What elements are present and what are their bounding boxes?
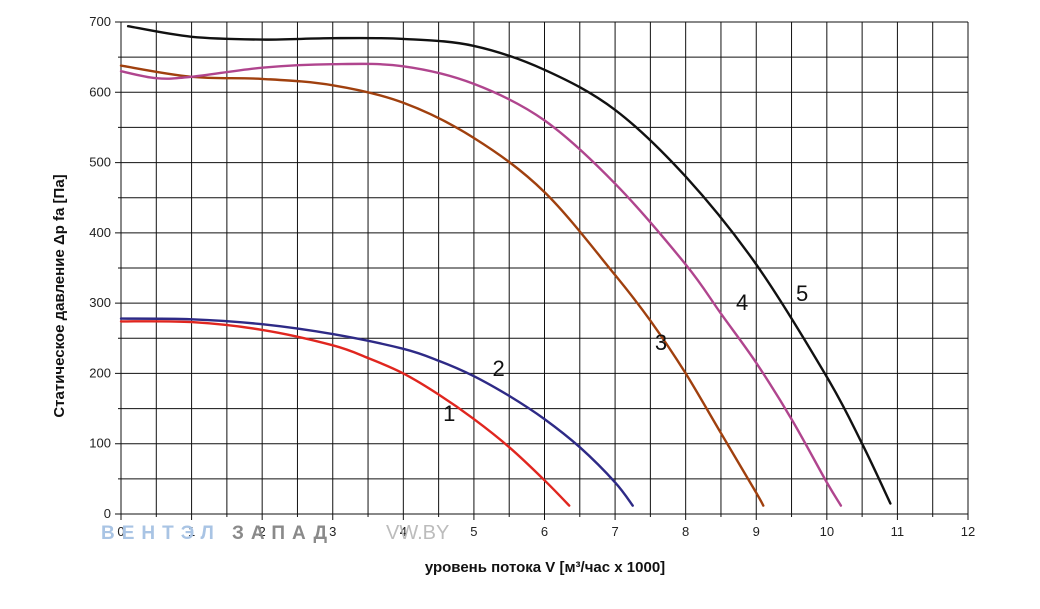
x-tick-label: 12: [961, 524, 975, 539]
curve-label-3: 3: [655, 330, 667, 355]
x-tick-label: 4: [400, 524, 407, 539]
y-tick-label: 400: [89, 225, 111, 240]
curve-label-1: 1: [443, 401, 455, 426]
x-tick-label: 1: [188, 524, 195, 539]
x-tick-label: 0: [117, 524, 124, 539]
x-tick-label: 6: [541, 524, 548, 539]
y-tick-label: 500: [89, 155, 111, 170]
x-tick-label: 3: [329, 524, 336, 539]
y-axis-title: Статическое давление Δp fa [Па]: [51, 174, 68, 417]
y-tick-label: 300: [89, 295, 111, 310]
x-tick-label: 10: [820, 524, 834, 539]
x-tick-label: 7: [611, 524, 618, 539]
y-tick-label: 700: [89, 14, 111, 29]
y-tick-label: 0: [104, 506, 111, 521]
watermark-part3: VW.BY: [386, 522, 449, 544]
curve-label-5: 5: [796, 281, 808, 306]
curve-2: [119, 317, 634, 507]
curves: [119, 25, 892, 507]
x-axis-title: уровень потока V [м³/час x 1000]: [425, 559, 665, 576]
x-tick-label: 2: [259, 524, 266, 539]
curve-3: [119, 64, 765, 507]
x-tick-label: 11: [891, 524, 905, 539]
watermark-part1: ВЕНТЭЛ: [101, 523, 221, 544]
y-tick-label: 200: [89, 365, 111, 380]
curve-4: [119, 62, 843, 507]
x-tick-label: 5: [470, 524, 477, 539]
watermark: ВЕНТЭЛ ЗАПАД VW.BY: [101, 522, 449, 544]
curve-5: [126, 25, 892, 505]
y-tick-label: 600: [89, 84, 111, 99]
x-tick-label: 8: [682, 524, 689, 539]
curve-1: [119, 320, 571, 507]
grid: [115, 21, 969, 520]
y-tick-label: 100: [89, 436, 111, 451]
x-tick-label: 9: [753, 524, 760, 539]
watermark-part2: ЗАПАД: [232, 523, 334, 544]
curve-labels: 1 2 3 4 5: [443, 281, 808, 426]
curve-label-2: 2: [492, 356, 504, 381]
curve-label-4: 4: [736, 290, 748, 315]
